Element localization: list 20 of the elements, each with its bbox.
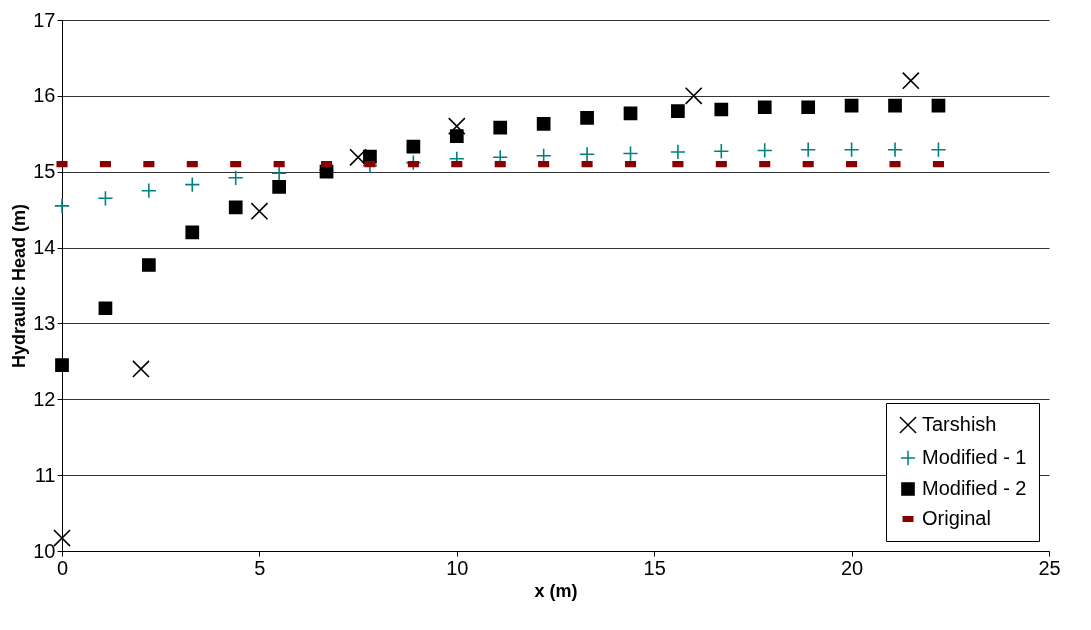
- y-tick-label: 12: [33, 387, 56, 410]
- y-tick-label: 16: [33, 84, 56, 107]
- y-tick-label: 11: [34, 463, 56, 486]
- y-tick-label: 10: [33, 539, 56, 562]
- legend-label: Modified - 2: [922, 477, 1027, 499]
- x-tick-label: 10: [446, 556, 469, 579]
- x-tick-label: 15: [643, 556, 666, 579]
- x-tick-label: 5: [254, 556, 266, 579]
- x-axis-title: x (m): [534, 580, 578, 601]
- x-tick-label: 25: [1038, 556, 1061, 579]
- x-tick-label: 20: [840, 556, 864, 579]
- y-tick-label: 13: [33, 311, 56, 334]
- legend-label: Tarshish: [922, 413, 997, 435]
- legend-label: Original: [922, 507, 991, 529]
- x-tick-label: 0: [56, 556, 69, 579]
- y-tick-label: 15: [33, 160, 56, 183]
- y-tick-label: 14: [33, 236, 56, 259]
- y-axis-title: Hydraulic Head (m): [9, 203, 30, 369]
- y-tick-label: 17: [33, 8, 56, 31]
- legend-label: Modified - 1: [922, 446, 1027, 468]
